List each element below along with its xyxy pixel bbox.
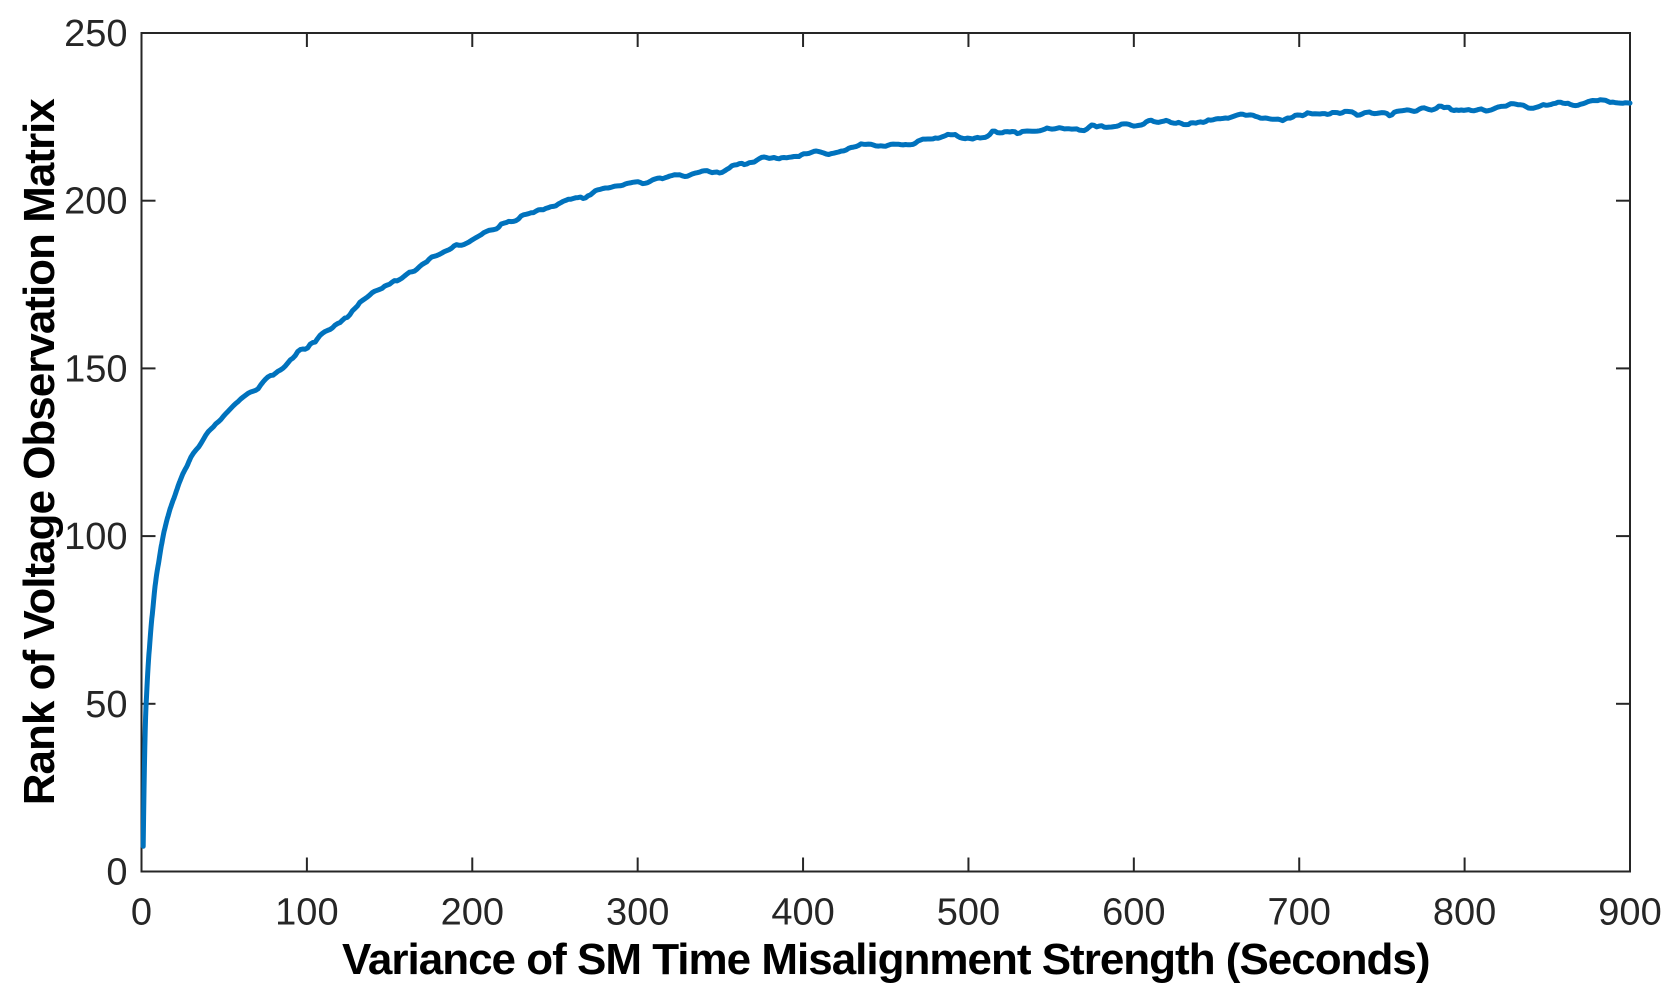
y-tick-label: 150: [64, 348, 127, 390]
y-tick-label: 50: [85, 684, 127, 726]
y-tick-label: 200: [64, 181, 127, 223]
y-tick-label: 250: [64, 13, 127, 55]
y-tick-label: 0: [106, 852, 127, 894]
plot-border: [140, 32, 1631, 873]
x-tick-label: 700: [1268, 892, 1331, 934]
y-tick-labels: 0 50 100 150 200 250: [64, 13, 127, 894]
rank-curve-line: [140, 97, 1633, 849]
x-tick-label: 300: [606, 892, 669, 934]
x-tick-label: 100: [275, 892, 338, 934]
x-tick-label: 400: [771, 892, 834, 934]
x-tick-label: 900: [1598, 892, 1661, 934]
y-tick-label: 100: [64, 516, 127, 558]
y-axis-label: Rank of Voltage Observation Matrix: [15, 98, 64, 806]
axis-ticks: [140, 32, 1631, 873]
x-tick-labels: 0 100 200 300 400 500 600 700 800 900: [131, 892, 1662, 934]
x-tick-label: 800: [1433, 892, 1496, 934]
x-tick-label: 0: [131, 892, 152, 934]
x-axis-label: Variance of SM Time Misalignment Strengt…: [342, 935, 1430, 984]
x-tick-label: 200: [441, 892, 504, 934]
x-tick-label: 600: [1102, 892, 1165, 934]
x-tick-label: 500: [937, 892, 1000, 934]
